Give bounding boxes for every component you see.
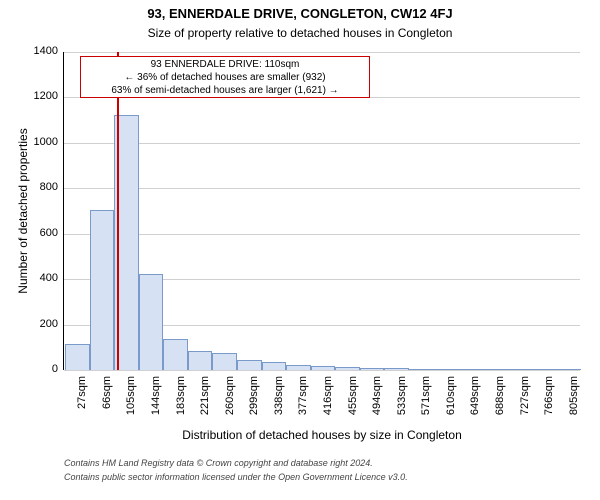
x-tick-label: 27sqm — [76, 376, 88, 436]
x-tick-label: 766sqm — [543, 376, 555, 436]
y-tick-label: 1400 — [18, 45, 58, 57]
bar — [335, 367, 360, 370]
marker-line — [117, 52, 119, 370]
bar — [65, 344, 90, 370]
grid-line — [64, 370, 580, 371]
bar — [286, 365, 311, 370]
y-tick-label: 200 — [18, 318, 58, 330]
y-tick-label: 1200 — [18, 90, 58, 102]
x-tick-label: 66sqm — [101, 376, 113, 436]
bar — [311, 366, 336, 370]
bar — [90, 210, 115, 370]
x-tick-label: 105sqm — [125, 376, 137, 436]
plot-area — [64, 52, 580, 370]
x-tick-label: 299sqm — [248, 376, 260, 436]
grid-line — [64, 188, 580, 189]
x-tick-label: 416sqm — [322, 376, 334, 436]
bar — [262, 362, 287, 370]
bar — [434, 369, 459, 370]
annotation-box: 93 ENNERDALE DRIVE: 110sqm ← 36% of deta… — [80, 56, 370, 98]
bar — [507, 369, 532, 370]
bar — [237, 360, 262, 370]
annotation-line: ← 36% of detached houses are smaller (93… — [85, 71, 365, 84]
x-tick-label: 610sqm — [445, 376, 457, 436]
annotation-line: 63% of semi-detached houses are larger (… — [85, 84, 365, 97]
bar — [556, 369, 581, 370]
grid-line — [64, 234, 580, 235]
chart-title: 93, ENNERDALE DRIVE, CONGLETON, CW12 4FJ — [0, 6, 600, 21]
credit-line-2: Contains public sector information licen… — [64, 472, 408, 482]
x-tick-label: 805sqm — [568, 376, 580, 436]
x-tick-label: 377sqm — [297, 376, 309, 436]
y-tick-label: 0 — [18, 363, 58, 375]
x-tick-label: 533sqm — [396, 376, 408, 436]
annotation-line: 93 ENNERDALE DRIVE: 110sqm — [85, 58, 365, 71]
bar — [458, 369, 483, 370]
y-tick-label: 800 — [18, 181, 58, 193]
bar — [384, 368, 409, 370]
x-tick-label: 455sqm — [347, 376, 359, 436]
bar — [163, 339, 188, 370]
bar — [483, 369, 508, 370]
grid-line — [64, 143, 580, 144]
y-tick-label: 1000 — [18, 136, 58, 148]
bar — [212, 353, 237, 370]
x-tick-label: 571sqm — [420, 376, 432, 436]
y-axis-line — [63, 52, 64, 370]
chart-subtitle: Size of property relative to detached ho… — [0, 26, 600, 40]
x-tick-label: 338sqm — [273, 376, 285, 436]
credit-line-1: Contains HM Land Registry data © Crown c… — [64, 458, 373, 468]
y-tick-label: 600 — [18, 227, 58, 239]
x-tick-label: 649sqm — [469, 376, 481, 436]
y-tick-label: 400 — [18, 272, 58, 284]
chart-container: 93, ENNERDALE DRIVE, CONGLETON, CW12 4FJ… — [0, 0, 600, 500]
x-tick-label: 688sqm — [494, 376, 506, 436]
x-tick-label: 221sqm — [199, 376, 211, 436]
grid-line — [64, 52, 580, 53]
bar — [360, 368, 385, 370]
x-tick-label: 183sqm — [175, 376, 187, 436]
x-tick-label: 494sqm — [371, 376, 383, 436]
x-tick-label: 260sqm — [224, 376, 236, 436]
x-tick-label: 144sqm — [150, 376, 162, 436]
bar — [139, 274, 164, 370]
x-tick-label: 727sqm — [519, 376, 531, 436]
bar — [409, 369, 434, 370]
bar — [532, 369, 557, 370]
bar — [188, 351, 213, 370]
